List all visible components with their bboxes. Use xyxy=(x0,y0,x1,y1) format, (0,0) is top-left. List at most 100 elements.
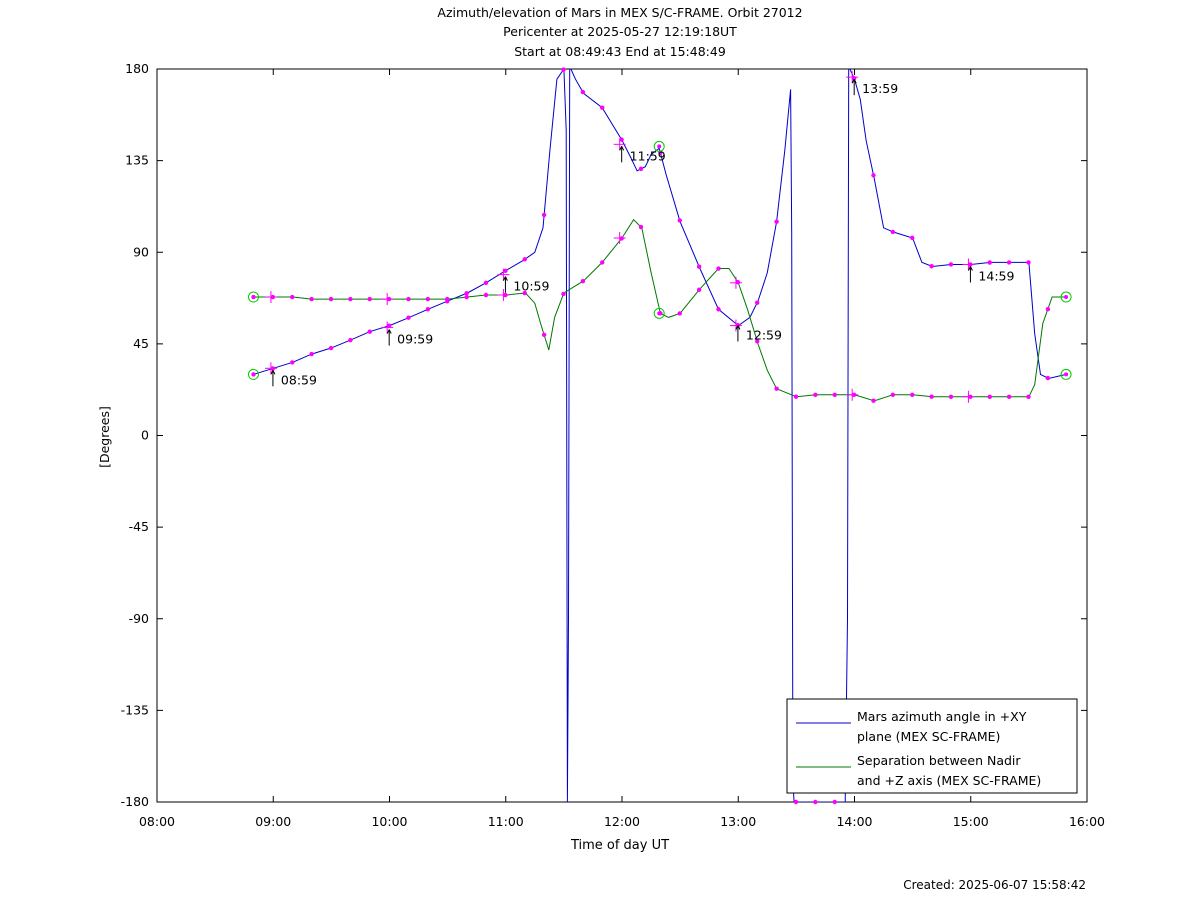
data-point xyxy=(910,235,915,241)
x-tick-label: 16:00 xyxy=(1069,814,1105,829)
data-point xyxy=(619,137,624,142)
time-label-arrow xyxy=(270,370,274,375)
event-circle-marker xyxy=(653,140,665,152)
data-point xyxy=(251,372,256,377)
data-point xyxy=(657,144,662,149)
data-point xyxy=(832,392,837,397)
data-point xyxy=(696,264,702,269)
data-point xyxy=(503,268,508,274)
data-point xyxy=(1006,394,1012,400)
data-point xyxy=(483,292,489,298)
data-point xyxy=(793,799,799,805)
y-tick-label: -180 xyxy=(121,794,149,809)
x-tick-label: 13:00 xyxy=(720,814,756,829)
time-label-arrow xyxy=(735,325,739,330)
data-point xyxy=(251,295,256,300)
data-point xyxy=(755,339,760,344)
data-point xyxy=(483,280,489,285)
data-point xyxy=(1026,260,1031,265)
legend: Mars azimuth angle in +XY plane (MEX SC-… xyxy=(786,698,1078,794)
x-tick-label: 15:00 xyxy=(953,814,989,829)
data-point xyxy=(464,291,469,296)
data-point xyxy=(677,311,682,316)
data-point xyxy=(290,294,295,300)
data-point xyxy=(716,266,721,271)
data-point xyxy=(813,799,818,805)
legend-label-azimuth-line-1: Mars azimuth angle in +XY xyxy=(857,709,1027,724)
data-point xyxy=(445,296,450,302)
data-point xyxy=(561,291,566,297)
chart-title-line-1: Azimuth/elevation of Mars in MEX S/C-FRA… xyxy=(437,5,803,20)
created-timestamp: Created: 2025-06-07 15:58:42 xyxy=(903,878,1086,892)
time-label-arrow xyxy=(502,276,506,281)
time-label-arrow xyxy=(851,78,855,84)
data-point xyxy=(425,296,431,302)
data-point xyxy=(871,398,876,403)
data-point xyxy=(948,262,954,267)
y-tick-label: -135 xyxy=(121,702,149,717)
y-tick-label: 90 xyxy=(133,244,149,259)
data-point xyxy=(755,300,760,305)
data-point xyxy=(541,332,547,338)
event-circle-marker xyxy=(653,307,665,319)
y-axis-label: [Degrees] xyxy=(97,406,112,468)
y-tick-label: 180 xyxy=(125,61,149,76)
data-point xyxy=(774,386,779,391)
data-point xyxy=(696,287,702,293)
data-point xyxy=(735,279,741,285)
data-point xyxy=(290,360,295,365)
data-point xyxy=(890,392,896,397)
x-axis-label: Time of day UT xyxy=(570,838,669,853)
data-point xyxy=(716,307,721,312)
data-point xyxy=(929,394,934,399)
separation-series-line xyxy=(253,218,1067,402)
data-point xyxy=(890,229,896,235)
azimuth-series-line xyxy=(253,69,1067,802)
data-point xyxy=(1064,295,1069,300)
data-point xyxy=(348,337,353,343)
time-label-arrow xyxy=(621,146,625,151)
data-point xyxy=(580,279,586,284)
plot-area-frame xyxy=(156,68,1088,803)
data-point xyxy=(948,394,954,400)
data-point xyxy=(1064,372,1069,377)
data-point xyxy=(813,392,818,398)
legend-label-separation-line-1: Separation between Nadir xyxy=(857,753,1021,768)
event-circle-marker xyxy=(247,291,259,303)
y-tick-label: 45 xyxy=(133,336,149,351)
data-point xyxy=(425,307,431,312)
data-point xyxy=(580,89,586,95)
x-tick-label: 11:00 xyxy=(488,814,524,829)
time-label: 09:59 xyxy=(397,332,433,347)
data-point xyxy=(309,351,314,357)
time-label-arrow xyxy=(388,329,392,334)
data-point xyxy=(600,105,605,110)
time-label-arrow xyxy=(969,266,973,271)
y-tick-label: 135 xyxy=(125,153,149,168)
time-label: 14:59 xyxy=(978,268,1014,283)
data-point xyxy=(929,264,934,269)
time-label: 11:59 xyxy=(630,148,666,163)
event-circle-marker xyxy=(247,368,259,380)
data-point xyxy=(328,345,334,351)
data-point xyxy=(987,260,992,265)
data-point xyxy=(406,296,411,302)
time-label: 13:59 xyxy=(862,81,898,96)
data-point xyxy=(600,260,605,265)
y-tick-label: 0 xyxy=(141,428,149,443)
y-tick-label: -45 xyxy=(129,519,149,534)
data-point xyxy=(522,290,527,296)
data-point xyxy=(1006,260,1012,265)
data-point xyxy=(367,296,372,302)
x-tick-label: 14:00 xyxy=(836,814,872,829)
data-point xyxy=(987,394,992,400)
data-point xyxy=(464,294,469,300)
data-point xyxy=(774,219,779,224)
data-point xyxy=(793,394,799,399)
chart-title-line-2: Pericenter at 2025-05-27 12:19:18UT xyxy=(503,24,737,39)
data-point xyxy=(367,329,372,334)
data-point xyxy=(561,67,566,72)
time-label-arrow xyxy=(272,370,276,375)
data-point xyxy=(677,218,682,223)
